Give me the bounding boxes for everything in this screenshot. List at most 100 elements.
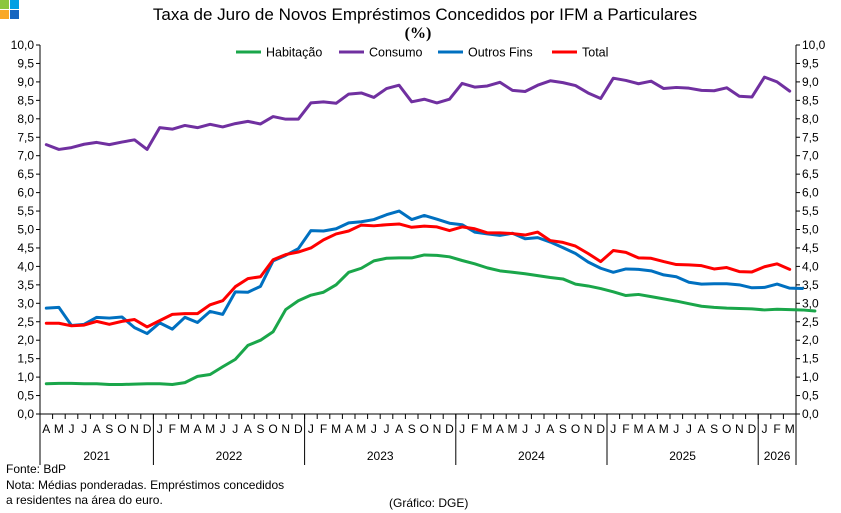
y-tick-label-left: 5,0 [17,223,34,237]
x-tick-label: S [256,422,264,436]
y-axis-right: 0,0 0,5 1,0 1,5 2,0 2,5 3,0 3,5 4,0 4,5 5,0 5,5 6,0 6… [796,38,826,421]
x-tick-label: J [384,422,390,436]
year-label: 2026 [764,449,791,463]
y-tick-label-right: 4,0 [802,259,819,273]
x-tick-label: A [345,422,353,436]
y-tick-label-left: 1,0 [17,370,34,384]
footnote-line-1: Nota: Médias ponderadas. Empréstimos con… [6,478,285,492]
y-tick-label-right: 5,5 [802,204,819,218]
year-label: 2025 [669,449,696,463]
x-tick-label: J [69,422,75,436]
y-tick-label-right: 9,0 [802,75,819,89]
y-tick-label-left: 10,0 [11,38,35,52]
x-tick-label: M [659,422,669,436]
x-tick-label: O [420,422,429,436]
x-tick-label: N [433,422,442,436]
y-tick-label-right: 1,0 [802,370,819,384]
y-tick-label-left: 2,0 [17,333,34,347]
x-tick-label: A [395,422,403,436]
y-tick-label-left: 3,0 [17,296,34,310]
x-tick-label: M [785,422,795,436]
x-tick-label: A [42,422,50,436]
y-tick-label-right: 2,0 [802,333,819,347]
y-tick-label-left: 7,0 [17,149,34,163]
y-tick-label-right: 5,0 [802,223,819,237]
x-tick-label: M [205,422,215,436]
x-tick-label: A [93,422,101,436]
x-tick-label: S [710,422,718,436]
x-tick-label: A [193,422,201,436]
y-tick-label-left: 8,0 [17,112,34,126]
x-tick-label: J [220,422,226,436]
y-tick-label-right: 3,0 [802,296,819,310]
y-tick-label-left: 2,5 [17,315,34,329]
footnote-line-2: a residentes na área do euro. [6,493,163,507]
legend-label: Total [582,46,608,60]
x-tick-label: M [482,422,492,436]
y-tick-label-right: 10,0 [802,38,826,52]
y-axis-left: 0,0 0,5 1,0 1,5 2,0 2,5 3,0 3,5 4,0 4,5 5,0 5,5 6,0 6… [11,38,40,421]
y-tick-label-right: 7,5 [802,130,819,144]
x-tick-label: J [371,422,377,436]
x-tick-label: F [471,422,478,436]
y-tick-label-left: 1,5 [17,352,34,366]
y-tick-label-right: 8,5 [802,93,819,107]
x-tick-label: N [584,422,593,436]
y-tick-label-right: 1,5 [802,352,819,366]
y-tick-label-left: 8,5 [17,93,34,107]
x-tick-label: J [762,422,768,436]
x-tick-label: M [634,422,644,436]
x-tick-label: J [610,422,616,436]
y-tick-label-right: 8,0 [802,112,819,126]
x-tick-label: M [54,422,64,436]
x-tick-label: O [722,422,731,436]
x-tick-label: F [320,422,327,436]
chart-subtitle: (%) [405,25,432,42]
y-tick-label-left: 9,5 [17,56,34,70]
x-tick-label: S [408,422,416,436]
y-tick-label-right: 9,5 [802,56,819,70]
x-tick-label: N [281,422,290,436]
x-tick-label: J [686,422,692,436]
y-tick-label-left: 9,0 [17,75,34,89]
x-tick-label: M [180,422,190,436]
x-tick-label: D [445,422,454,436]
x-tick-label: N [735,422,744,436]
series-line-total [44,222,792,329]
x-tick-label: O [268,422,277,436]
chart-legend: Habitação Consumo Outros Fins Total [236,46,608,60]
legend-label: Habitação [266,46,322,60]
x-tick-label: D [143,422,152,436]
x-tick-label: D [748,422,757,436]
x-tick-label: J [157,422,163,436]
y-tick-label-left: 4,0 [17,259,34,273]
x-tick-label: F [773,422,780,436]
dge-logo-icon [0,0,19,19]
x-tick-label: F [622,422,629,436]
chart-credit: (Gráfico: DGE) [389,496,469,510]
y-tick-label-right: 6,0 [802,186,819,200]
x-axis-years: 2021 2022 2023 2024 2025 2026 [39,414,797,465]
y-tick-label-right: 0,0 [802,407,819,421]
y-tick-label-left: 5,5 [17,204,34,218]
x-tick-label: O [117,422,126,436]
x-tick-label: A [697,422,705,436]
y-tick-label-left: 6,0 [17,186,34,200]
x-tick-label: M [331,422,341,436]
y-tick-label-right: 6,5 [802,167,819,181]
x-tick-label: M [508,422,518,436]
x-tick-label: J [81,422,87,436]
y-tick-label-right: 4,5 [802,241,819,255]
x-tick-label: J [673,422,679,436]
x-tick-label: J [308,422,314,436]
chart-title: Taxa de Juro de Novos Empréstimos Conced… [153,5,697,24]
x-tick-label: M [356,422,366,436]
x-tick-label: A [647,422,655,436]
x-tick-label: J [459,422,465,436]
y-tick-label-left: 3,5 [17,278,34,292]
y-tick-label-left: 6,5 [17,167,34,181]
y-tick-label-left: 0,0 [17,407,34,421]
y-tick-label-right: 3,5 [802,278,819,292]
